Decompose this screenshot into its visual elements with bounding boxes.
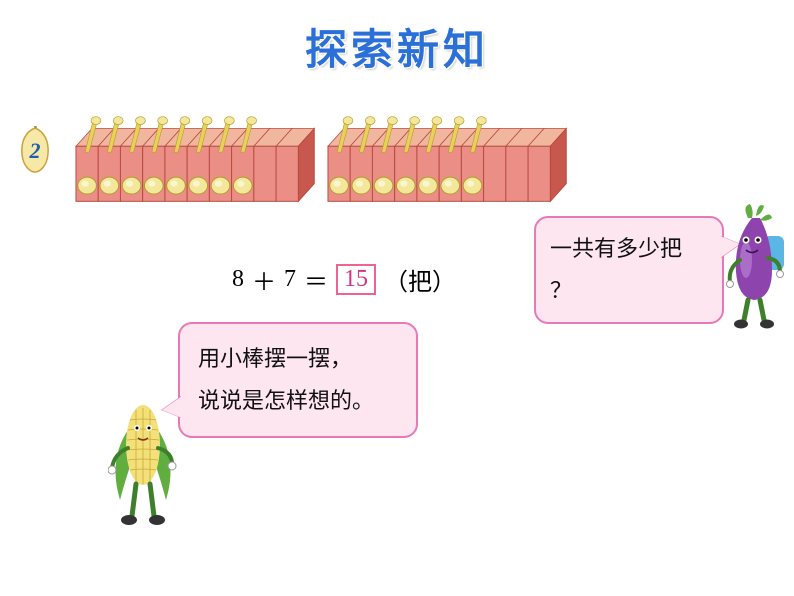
speech-bubble-question: 一共有多少把 ？: [534, 216, 724, 324]
speech-line: 说说是怎样想的。: [198, 380, 398, 422]
equals: ＝: [304, 262, 328, 297]
corn-character: [108, 390, 178, 530]
operand-b: 7: [284, 266, 296, 293]
speech-line: ？: [550, 270, 708, 312]
equation: 8 ＋ 7 ＝ 15 （把）: [232, 262, 456, 297]
lemon-badge: 2: [18, 126, 52, 174]
eggplant-character: [724, 200, 788, 330]
answer-box: 15: [336, 264, 376, 295]
speech-bubble-instruction: 用小棒摆一摆， 说说是怎样想的。: [178, 322, 418, 438]
badge-number: 2: [29, 138, 41, 163]
unit: （把）: [384, 262, 456, 297]
item-tray: [74, 116, 318, 209]
operand-a: 8: [232, 266, 244, 293]
corn-body: [108, 405, 176, 525]
eggplant-body: [727, 204, 785, 329]
page-title: 探索新知: [305, 16, 489, 77]
speech-line: 用小棒摆一摆，: [198, 338, 398, 380]
operator-plus: ＋: [252, 262, 276, 297]
item-tray: [326, 116, 570, 209]
speech-line: 一共有多少把: [550, 228, 708, 270]
